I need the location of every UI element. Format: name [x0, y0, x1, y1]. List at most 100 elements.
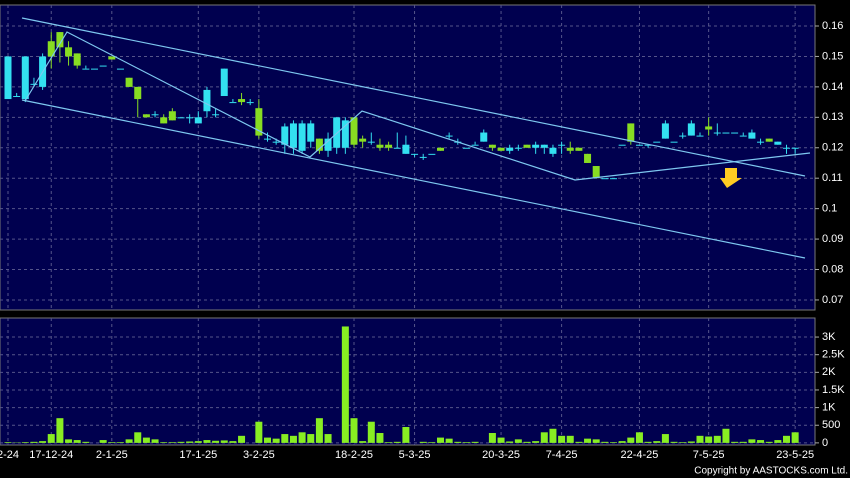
volume-bar: [791, 432, 799, 443]
volume-bar: [402, 427, 410, 443]
volume-bar: [47, 434, 55, 443]
candle-body: [238, 99, 246, 103]
candle-body: [618, 144, 626, 146]
volume-bar: [272, 438, 280, 443]
volume-bar: [177, 441, 185, 443]
candle-body: [419, 156, 427, 158]
volume-bar: [644, 441, 652, 443]
candle-body: [21, 56, 29, 100]
candle-body: [506, 147, 514, 151]
candle-body: [367, 141, 375, 143]
candle-body: [82, 68, 90, 70]
volume-bar: [558, 435, 566, 443]
volume-bar: [532, 441, 540, 443]
volume-bar: [324, 434, 332, 443]
candle-body: [687, 123, 695, 136]
volume-bar: [601, 441, 609, 443]
candle-body: [350, 117, 358, 145]
volume-bar: [212, 440, 220, 443]
candle-body: [160, 117, 168, 124]
volume-bar: [696, 435, 704, 443]
x-tick-label: 17-12-24: [29, 449, 73, 461]
x-tick-label: 7-5-25: [693, 449, 725, 461]
volume-bar: [134, 432, 142, 443]
candle-body: [739, 135, 747, 137]
candle-body: [584, 153, 592, 163]
volume-bar: [722, 428, 730, 443]
volume-bar: [566, 435, 574, 443]
volume-bar: [454, 441, 462, 443]
candle-body: [186, 117, 194, 119]
volume-bar: [21, 442, 29, 443]
volume-bar: [108, 442, 116, 443]
volume-bar: [506, 441, 514, 443]
candle-body: [30, 83, 38, 85]
volume-bar: [376, 433, 384, 443]
candle-body: [644, 144, 652, 146]
volume-bar: [4, 442, 12, 443]
volume-bar: [99, 440, 107, 443]
volume-bar: [670, 441, 678, 443]
channel-lower: [21, 99, 806, 259]
volume-bar: [687, 441, 695, 443]
volume-bar: [385, 442, 393, 443]
candle-body: [289, 123, 297, 148]
x-tick-label: 17-1-25: [179, 449, 217, 461]
volume-bar: [618, 441, 626, 443]
candle-body: [220, 68, 228, 97]
candle-body: [246, 102, 254, 104]
candle-body: [125, 77, 133, 87]
volume-bar: [151, 439, 159, 443]
candle-body: [445, 135, 453, 137]
candle-body: [229, 102, 237, 104]
candle-body: [610, 178, 617, 180]
volume-panel: [0, 317, 816, 446]
x-tick-label: 23-5-25: [776, 449, 814, 461]
volume-bar: [39, 441, 47, 443]
candle-body: [696, 135, 704, 137]
volume-bar: [186, 441, 194, 443]
volume-bar: [635, 432, 643, 443]
candle-body: [791, 147, 799, 149]
volume-bar: [437, 437, 444, 443]
volume-bar: [610, 442, 617, 443]
volume-bar: [264, 437, 271, 443]
volume-bar: [73, 440, 81, 443]
volume-bar: [350, 418, 358, 443]
candle-body: [635, 144, 643, 146]
candle-body: [194, 117, 202, 124]
y-tick-label: 2K: [822, 366, 836, 378]
volume-bar: [238, 435, 246, 443]
credit: Copyright by AASTOCKS.com Ltd.: [694, 466, 848, 477]
volume-bar: [393, 441, 401, 443]
volume-bar: [774, 440, 782, 443]
volume-bar: [65, 439, 73, 443]
candle-body: [264, 138, 271, 140]
candle-body: [592, 166, 600, 179]
volume-bar: [731, 441, 739, 443]
x-tick-label: 7-4-25: [546, 449, 578, 461]
candle-body: [341, 120, 349, 148]
marks: [4, 32, 799, 443]
volume-bar: [523, 441, 531, 443]
volume-bar: [82, 441, 90, 443]
candle-body: [549, 147, 557, 154]
volume-bar: [56, 418, 64, 443]
candle-body: [4, 56, 12, 100]
x-tick-label: 18-2-25: [335, 449, 373, 461]
volume-bar: [194, 441, 202, 443]
volume-bar: [160, 442, 168, 443]
trend-lines: [21, 17, 811, 259]
candle-body: [151, 114, 159, 116]
candle-body: [272, 141, 280, 143]
y-tick-label: 0: [822, 437, 828, 449]
candle-body: [661, 123, 669, 139]
volume-bar: [168, 442, 176, 443]
candle-body: [91, 68, 98, 70]
volume-bar: [627, 437, 635, 443]
y-tick-label: 0.07: [822, 294, 843, 306]
candle-body: [142, 114, 150, 118]
candle-body: [523, 144, 531, 148]
y-tick-label: 2.5K: [822, 349, 845, 361]
